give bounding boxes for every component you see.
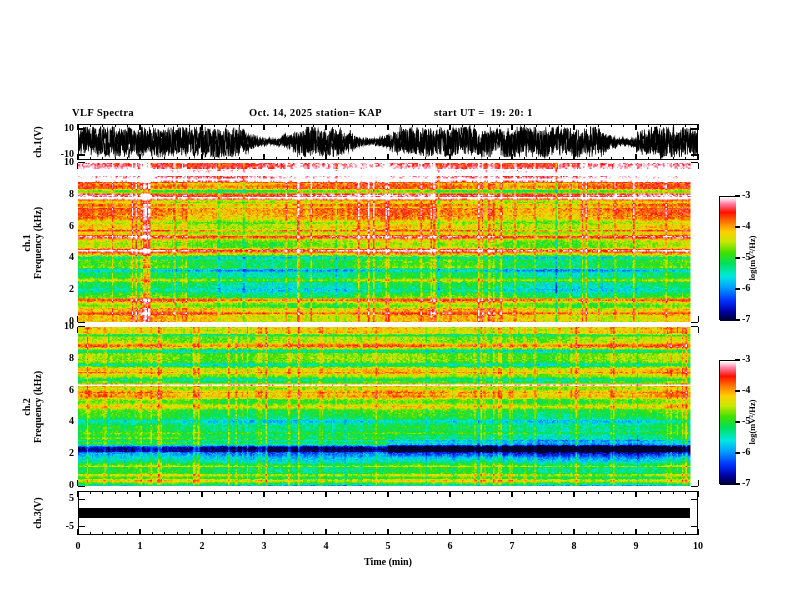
colorbar-ch1 — [719, 196, 736, 321]
x-tick-label: 5 — [385, 541, 391, 552]
x-tick-label: 7 — [509, 541, 515, 552]
x-tick-label: 3 — [261, 541, 267, 552]
colorbar-tick-label: -6 — [742, 283, 751, 294]
y-tick-label: 4 — [69, 252, 74, 264]
x-tick-label: 2 — [199, 541, 205, 552]
y-tick-label: 10 — [64, 157, 74, 168]
x-tick-label: 9 — [633, 541, 639, 552]
y-tick-label: 2 — [69, 448, 74, 460]
y-tick-label: 10 — [64, 123, 74, 135]
colorbar-tick-label: -7 — [742, 314, 751, 325]
y-tick-label: 2 — [69, 284, 74, 296]
ch1-waveform-trace — [78, 124, 698, 160]
colorbar-ch1-gradient — [720, 197, 736, 321]
y-tick-label: 8 — [69, 352, 74, 364]
x-tick-label: 0 — [75, 541, 81, 552]
x-tick-label: 8 — [571, 541, 577, 552]
colorbar-tick-label: -3 — [742, 354, 751, 365]
ch2-spectrogram-image — [78, 327, 698, 486]
header-title: VLF Spectra — [72, 108, 135, 119]
y-tick-label: 5 — [69, 493, 74, 505]
x-tick-label: 6 — [447, 541, 453, 552]
colorbar-tick-label: -4 — [742, 221, 751, 232]
y-tick-label: 10 — [64, 321, 74, 332]
y-tick-label: 6 — [69, 384, 74, 396]
header-date: Oct. 14, 2025 — [249, 108, 313, 119]
y-tick-label: 4 — [69, 416, 74, 428]
colorbar-tick-label: -5 — [742, 252, 751, 263]
x-tick-label: 1 — [137, 541, 143, 552]
y-tick-label: 0 — [69, 316, 74, 327]
colorbar-ch2 — [719, 360, 736, 485]
header-station: station= KAP — [316, 108, 382, 119]
colorbar-tick-label: -4 — [742, 385, 751, 396]
y-tick-label: 0 — [69, 480, 74, 491]
colorbar-tick-label: -6 — [742, 447, 751, 458]
colorbar-tick-label: -7 — [742, 478, 751, 489]
colorbar-tick-label: -3 — [742, 190, 751, 201]
y-tick-label: -5 — [65, 520, 74, 532]
header-start-time: start UT = 19: 20: 1 — [434, 108, 533, 119]
y-tick-label: 6 — [69, 220, 74, 232]
ch3-waveform-trace — [78, 508, 690, 518]
y-tick-label: -10 — [60, 148, 74, 160]
colorbar-ch2-gradient — [720, 361, 736, 485]
x-tick-label: 4 — [323, 541, 329, 552]
ch1-spectrogram-image — [78, 163, 698, 322]
y-tick-label: 8 — [69, 188, 74, 200]
xaxis-label: Time (min) — [364, 557, 412, 568]
x-tick-label: 10 — [693, 541, 703, 552]
colorbar-tick-label: -5 — [742, 416, 751, 427]
